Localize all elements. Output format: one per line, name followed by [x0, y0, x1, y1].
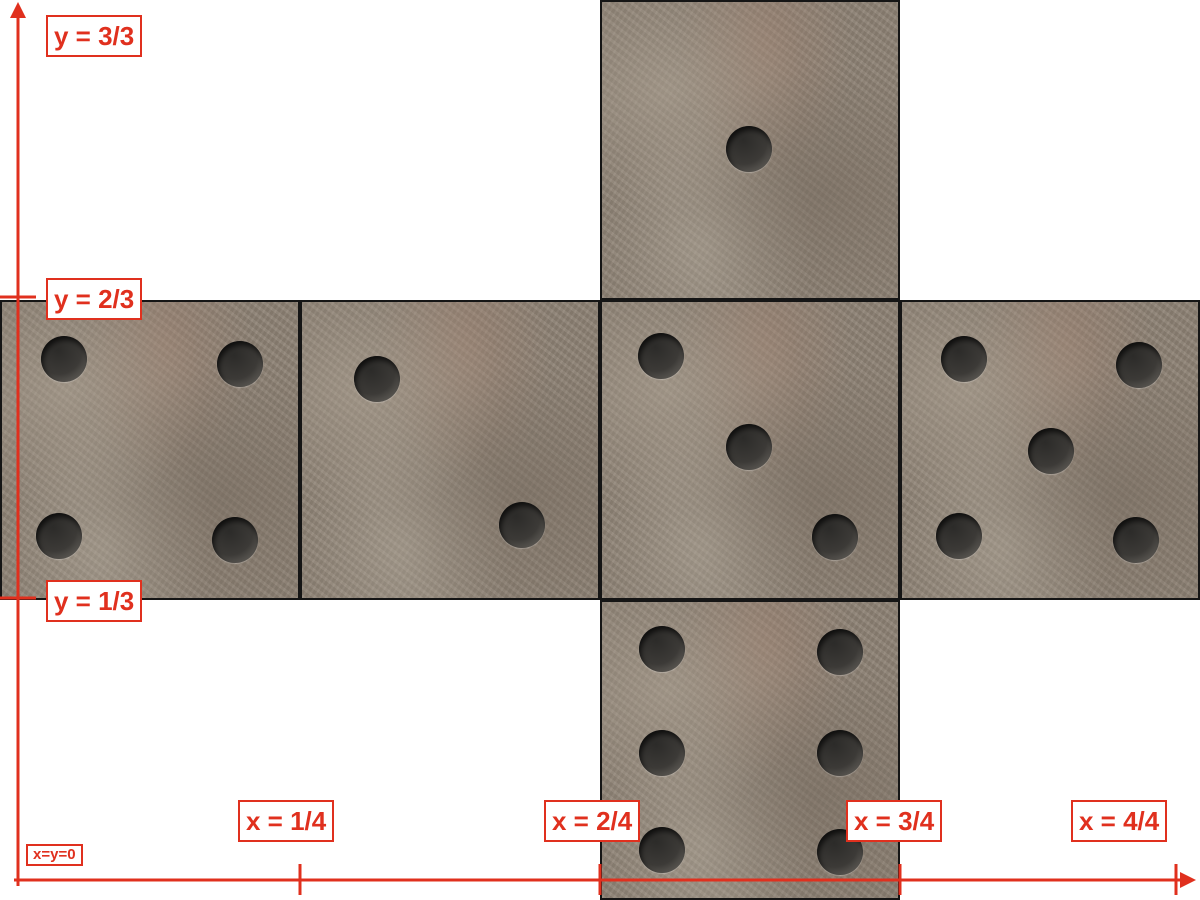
pip: [936, 513, 982, 559]
face-right: [900, 300, 1200, 600]
pip: [639, 626, 685, 672]
pip: [812, 514, 858, 560]
y-label-one-third: y = 1/3: [46, 580, 143, 622]
x-label-two-quarters: x = 2/4: [544, 800, 641, 842]
y-label-three-thirds: y = 3/3: [46, 15, 143, 57]
pip: [1116, 342, 1162, 388]
pip: [499, 502, 545, 548]
pip: [212, 517, 258, 563]
pip: [817, 629, 863, 675]
pip: [1028, 428, 1074, 474]
pip: [726, 126, 772, 172]
pip: [41, 336, 87, 382]
pip: [638, 333, 684, 379]
pip: [36, 513, 82, 559]
y-axis-arrowhead: [10, 2, 26, 18]
pip: [726, 424, 772, 470]
face-center: [600, 300, 900, 600]
pip: [354, 356, 400, 402]
x-label-three-quarters: x = 3/4: [846, 800, 943, 842]
y-label-two-thirds: y = 2/3: [46, 278, 143, 320]
face-center-left: [300, 300, 600, 600]
x-label-four-quarters: x = 4/4: [1071, 800, 1168, 842]
pip: [217, 341, 263, 387]
face-left: [0, 300, 300, 600]
face-top: [600, 0, 900, 300]
pip: [1113, 517, 1159, 563]
origin-label: x=y=0: [26, 844, 83, 866]
pip: [941, 336, 987, 382]
x-label-one-quarter: x = 1/4: [238, 800, 335, 842]
pip: [639, 827, 685, 873]
pip: [817, 730, 863, 776]
x-axis-arrowhead: [1180, 872, 1196, 888]
face-bottom: [600, 600, 900, 900]
pip: [639, 730, 685, 776]
